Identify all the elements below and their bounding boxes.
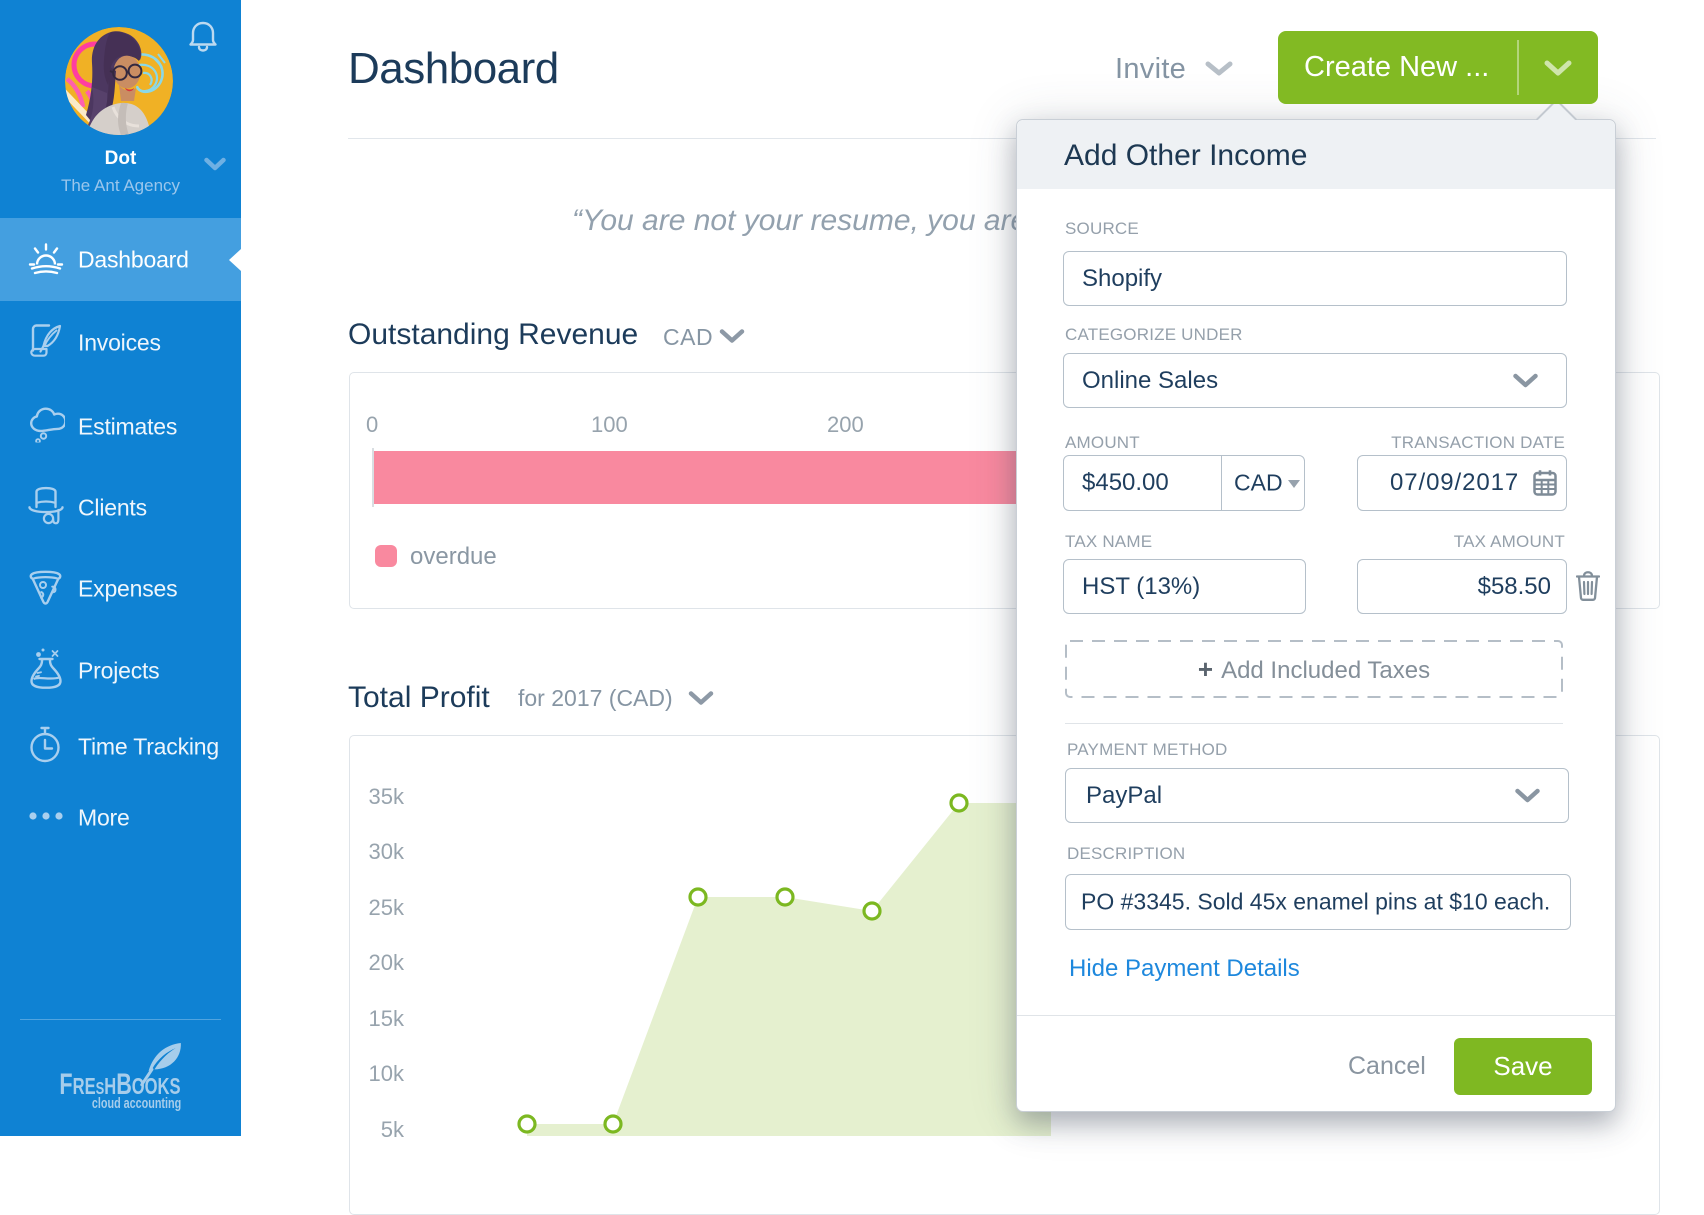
svg-text:cloud accounting: cloud accounting [92,1094,181,1111]
